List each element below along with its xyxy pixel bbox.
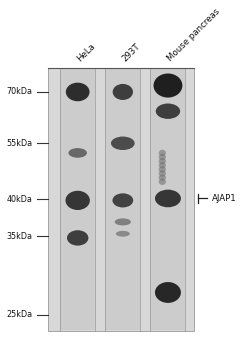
Ellipse shape <box>159 174 166 181</box>
Ellipse shape <box>68 148 87 158</box>
Ellipse shape <box>113 193 133 208</box>
Text: Mouse pancreas: Mouse pancreas <box>166 7 222 63</box>
Ellipse shape <box>116 231 130 237</box>
Bar <box>150 69 185 330</box>
Text: 35kDa: 35kDa <box>7 232 33 241</box>
Text: HeLa: HeLa <box>75 41 97 63</box>
Ellipse shape <box>159 170 166 177</box>
Ellipse shape <box>154 74 182 98</box>
Text: AJAP1: AJAP1 <box>212 194 237 203</box>
Bar <box>60 69 95 330</box>
Bar <box>48 68 194 331</box>
Text: 40kDa: 40kDa <box>7 195 33 204</box>
Text: 70kDa: 70kDa <box>7 88 33 97</box>
Ellipse shape <box>159 154 166 160</box>
Text: 25kDa: 25kDa <box>7 310 33 320</box>
Ellipse shape <box>159 178 166 185</box>
Ellipse shape <box>159 166 166 173</box>
Ellipse shape <box>115 218 131 225</box>
Ellipse shape <box>159 150 166 156</box>
Text: 293T: 293T <box>120 41 142 63</box>
Ellipse shape <box>67 230 88 246</box>
Ellipse shape <box>155 190 181 207</box>
Ellipse shape <box>111 136 135 150</box>
Ellipse shape <box>66 83 90 101</box>
Ellipse shape <box>159 162 166 168</box>
Ellipse shape <box>159 158 166 164</box>
Text: 55kDa: 55kDa <box>7 139 33 148</box>
Bar <box>105 69 140 330</box>
Ellipse shape <box>155 282 181 303</box>
Ellipse shape <box>113 84 133 100</box>
Ellipse shape <box>156 104 180 119</box>
Ellipse shape <box>66 191 90 210</box>
